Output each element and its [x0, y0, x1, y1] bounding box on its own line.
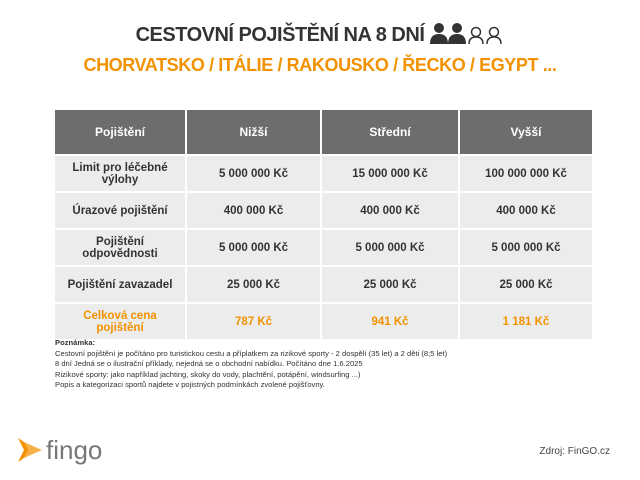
table-row: Pojištění odpovědnosti 5 000 000 Kč 5 000 …: [53, 228, 594, 267]
table-row: Úrazové pojištění 400 000 Kč 400 000 Kč 400…: [53, 191, 594, 230]
table-cell: 100 000 000 Kč: [458, 154, 594, 193]
table-cell: 5 000 000 Kč: [320, 228, 460, 267]
table-cell: Úrazové pojištění: [53, 191, 187, 230]
table-cell: 25 000 Kč: [185, 265, 322, 304]
table-row: Pojištění zavazadel 25 000 Kč 25 000 Kč 25 …: [53, 265, 594, 304]
note-line: Rizikové sporty: jako například jachting…: [55, 369, 361, 379]
table-cell: Pojištění zavazadel: [53, 265, 187, 304]
column-header: Vyšší: [458, 108, 594, 156]
table-cell: Limit pro léčebné výlohy: [53, 154, 187, 193]
logo-text: fingo: [46, 435, 102, 465]
logo: fingo: [18, 435, 102, 465]
total-cell: 1 181 Kč: [458, 302, 594, 341]
family-icon: [430, 23, 503, 45]
column-header: Nižší: [185, 108, 322, 156]
table-cell: 25 000 Kč: [458, 265, 594, 304]
table-cell: 5 000 000 Kč: [185, 228, 322, 267]
total-row: Celková cena pojištění 787 Kč 941 Kč 1 181 …: [53, 302, 594, 341]
total-cell: 941 Kč: [320, 302, 460, 341]
table-cell: 25 000 Kč: [320, 265, 460, 304]
table-cell: 400 000 Kč: [320, 191, 460, 230]
table-cell: 400 000 Kč: [185, 191, 322, 230]
table-cell: 5 000 000 Kč: [185, 154, 322, 193]
title: CESTOVNÍ POJIŠTĚNÍ NA 8 DNÍ: [0, 22, 640, 47]
table-cell: 400 000 Kč: [458, 191, 594, 230]
table-cell: Pojištění odpovědnosti: [53, 228, 187, 267]
header-row: Pojištění Nižší Střední Vyšší: [53, 108, 594, 156]
insurance-table: Pojištění Nižší Střední Vyšší Limit pro léč…: [53, 108, 594, 341]
table-cell: 5 000 000 Kč: [458, 228, 594, 267]
table-cell: 15 000 000 Kč: [320, 154, 460, 193]
note-heading: Poznámka:: [55, 338, 96, 347]
note-line: 8 dní Jedná se o ilustrační příklady, ne…: [55, 359, 363, 368]
source: Zdroj: FinGO.cz: [539, 446, 610, 457]
title-text: CESTOVNÍ POJIŠTĚNÍ NA 8 DNÍ: [135, 24, 425, 46]
column-header: Pojištění: [53, 108, 187, 156]
table-row: Limit pro léčebné výlohy 5 000 000 Kč 15 0…: [53, 154, 594, 193]
column-header: Střední: [320, 108, 460, 156]
total-cell: Celková cena pojištění: [53, 302, 187, 341]
note-line: Cestovní pojištění je počítáno pro turis…: [55, 348, 448, 358]
note: Poznámka: Cestovní pojištění je počítáno …: [55, 338, 447, 391]
note-line: Popis a kategorizaci sportů najdete v po…: [55, 380, 325, 389]
total-cell: 787 Kč: [185, 302, 322, 341]
subtitle: CHORVATSKO / ITÁLIE / RAKOUSKO / ŘECKO /…: [83, 55, 557, 75]
